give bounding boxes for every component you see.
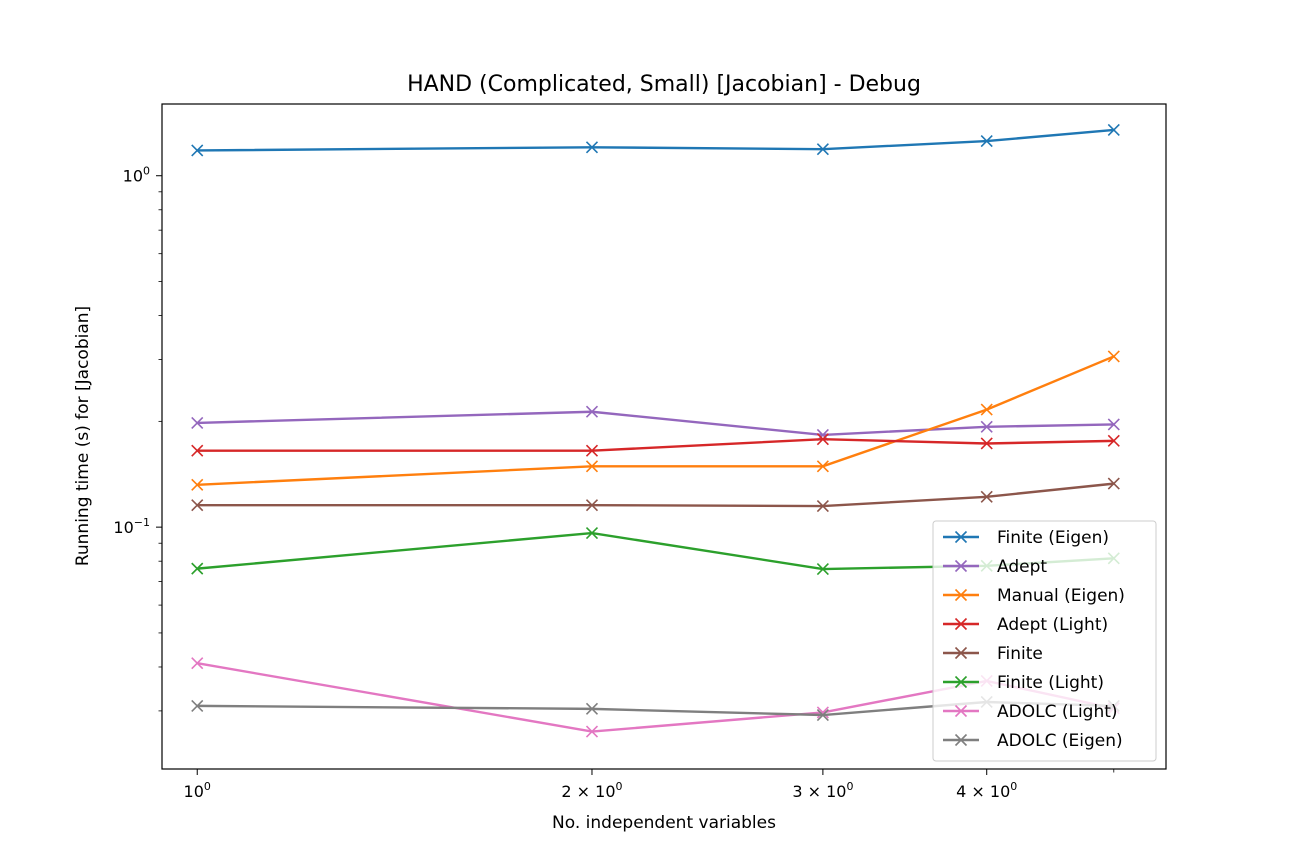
y-tick-label-1: 10−1 — [113, 516, 150, 537]
legend-swatch-marker — [954, 559, 968, 573]
series-line-4 — [197, 482, 1114, 508]
data-point-2-1 — [585, 460, 599, 473]
x-tick-label-3: 4 × 100 — [956, 780, 1017, 801]
y-axis-ticks: 100 10−1 — [113, 165, 162, 712]
data-point-7-2 — [816, 708, 829, 722]
legend-label: Adept — [997, 557, 1047, 577]
legend-swatch-marker — [954, 704, 968, 718]
data-point-4-1 — [585, 499, 599, 512]
plot-frame — [161, 103, 1167, 770]
legend-item-2: Manual (Eigen) — [943, 586, 1125, 606]
data-point-5-0 — [191, 562, 204, 575]
data-point-3-0 — [191, 444, 204, 457]
data-point-4-4 — [1107, 477, 1120, 490]
data-point-6-0 — [191, 657, 204, 670]
x-tick-label-0: 100 — [184, 780, 211, 801]
series-0 — [191, 123, 1120, 157]
data-point-3-2 — [816, 433, 829, 446]
legend-label: ADOLC (Eigen) — [997, 731, 1123, 751]
series-4 — [191, 477, 1120, 513]
data-point-2-2 — [816, 460, 829, 473]
data-point-3-4 — [1107, 434, 1120, 447]
legend-swatch-marker — [954, 530, 968, 544]
legend-swatch-marker — [954, 733, 968, 747]
legend: Finite (Eigen) Adept Manual (Eigen) Adept (… — [932, 520, 1157, 762]
legend-item-1: Adept — [943, 557, 1047, 577]
legend-item-6: ADOLC (Light) — [943, 702, 1118, 722]
data-point-7-1 — [585, 702, 599, 715]
data-point-2-3 — [980, 403, 993, 416]
y-tick-label-0: 100 — [123, 165, 150, 186]
x-axis-ticks: 100 2 × 100 3 × 100 4 × 100 — [184, 769, 1115, 801]
series-2 — [191, 350, 1120, 491]
data-point-7-0 — [191, 699, 204, 712]
data-point-5-2 — [816, 562, 829, 576]
legend-item-0: Finite (Eigen) — [943, 528, 1109, 548]
legend-item-5: Finite (Light) — [943, 673, 1104, 693]
series-line-1 — [197, 410, 1114, 437]
legend-label: Finite (Eigen) — [997, 528, 1109, 548]
data-point-0-3 — [980, 135, 993, 148]
data-point-5-1 — [585, 526, 599, 540]
data-point-0-0 — [191, 144, 204, 157]
data-point-6-1 — [585, 725, 599, 738]
legend-label: Finite (Light) — [997, 673, 1104, 693]
data-point-4-0 — [191, 499, 204, 512]
x-tick-label-1: 2 × 100 — [561, 780, 622, 801]
data-point-2-0 — [191, 478, 204, 491]
data-point-0-2 — [816, 143, 829, 156]
x-axis-label: No. independent variables — [552, 813, 776, 833]
legend-swatch-marker — [954, 675, 968, 689]
data-point-3-1 — [585, 444, 599, 457]
legend-swatch-marker — [954, 646, 968, 660]
series-3 — [191, 433, 1120, 457]
series-line-3 — [197, 437, 1114, 452]
legend-swatch-marker — [954, 588, 968, 602]
data-point-2-4 — [1107, 350, 1120, 363]
data-point-4-2 — [816, 500, 829, 513]
legend-swatch-marker — [954, 617, 968, 631]
legend-box — [932, 520, 1157, 762]
legend-item-7: ADOLC (Eigen) — [943, 731, 1123, 751]
legend-item-3: Adept (Light) — [943, 615, 1108, 635]
series-line-0 — [197, 128, 1114, 152]
x-tick-label-2: 3 × 100 — [792, 780, 853, 801]
series-line-2 — [197, 355, 1115, 486]
data-point-0-1 — [585, 141, 599, 154]
data-point-1-1 — [585, 405, 599, 418]
data-point-3-3 — [980, 437, 993, 450]
data-point-4-3 — [980, 490, 993, 503]
data-point-0-4 — [1107, 123, 1120, 136]
series-1 — [191, 405, 1120, 441]
legend-label: ADOLC (Light) — [997, 702, 1118, 722]
legend-label: Manual (Eigen) — [997, 586, 1125, 606]
chart-title: HAND (Complicated, Small) [Jacobian] - D… — [407, 72, 921, 97]
legend-label: Adept (Light) — [997, 615, 1108, 635]
data-point-1-0 — [191, 416, 204, 429]
data-point-1-4 — [1107, 418, 1120, 431]
y-axis-label: Running time (s) for [Jacobian] — [73, 306, 93, 566]
legend-item-4: Finite — [943, 644, 1043, 664]
data-point-1-3 — [980, 420, 993, 433]
legend-label: Finite — [997, 644, 1043, 664]
